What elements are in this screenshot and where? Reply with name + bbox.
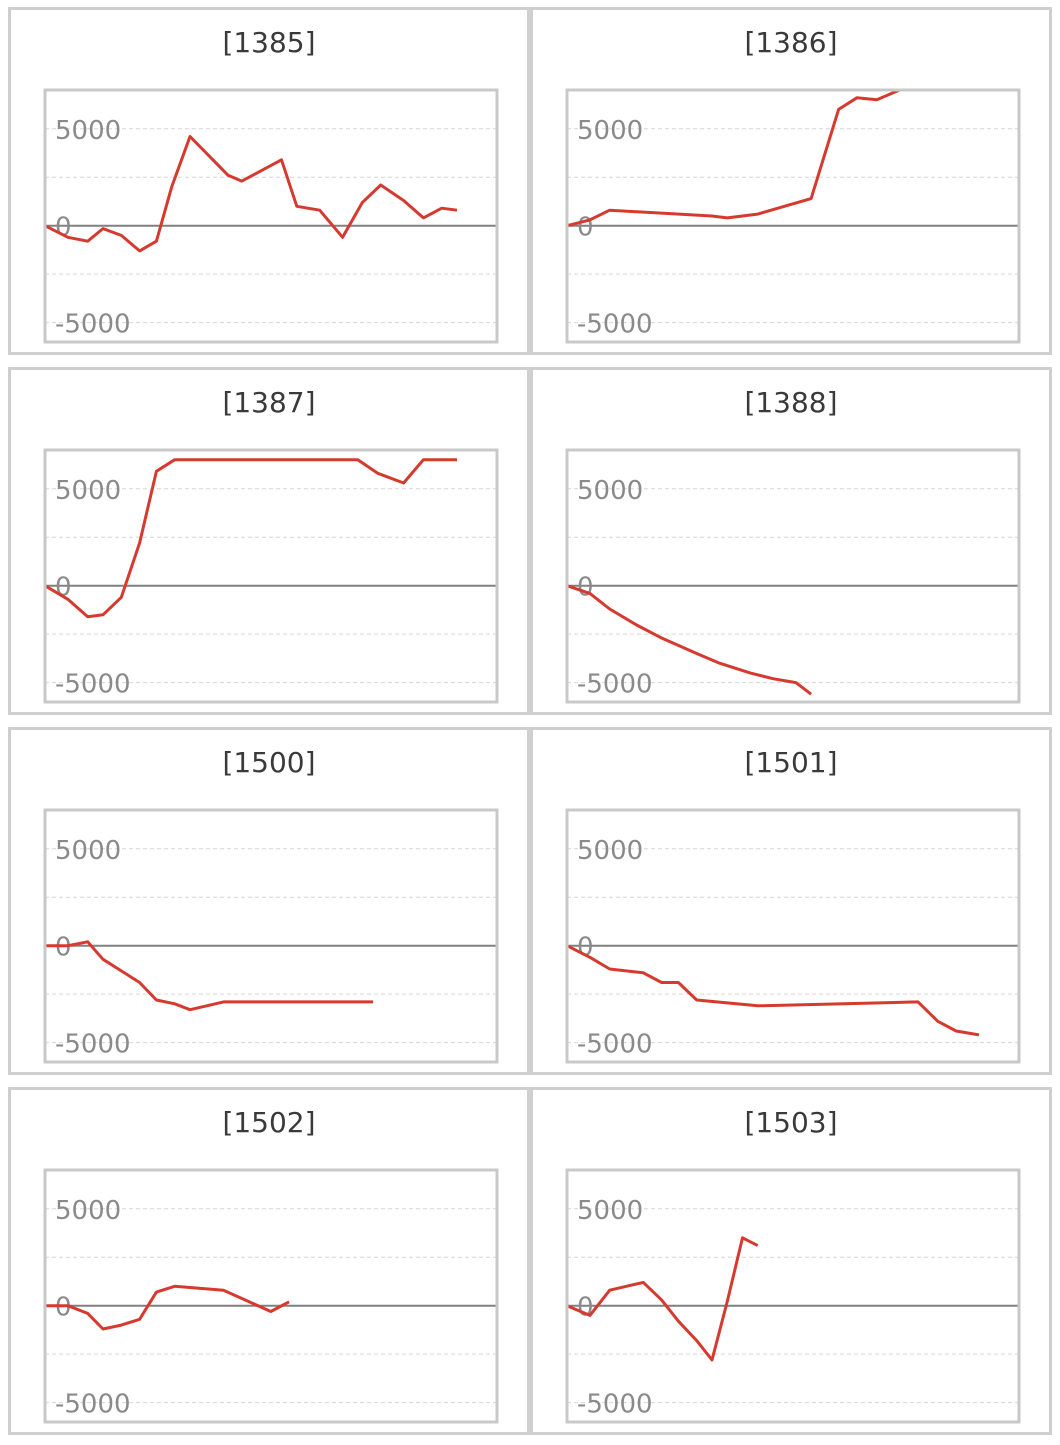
series-line [45, 940, 374, 1012]
y-tick-label: 0 [577, 213, 594, 243]
series-line [566, 584, 813, 696]
chart-panel: [1387] 5000 0 -5000 [8, 367, 530, 715]
chart-title: [1501] [744, 746, 838, 779]
chart-title: [1502] [222, 1106, 316, 1139]
chart-title: [1503] [744, 1106, 838, 1139]
plot-frame [565, 808, 1021, 1064]
plot-frame [565, 1168, 1021, 1424]
plot-frame [43, 448, 499, 704]
chart-panel: [1501] 5000 0 -5000 [530, 727, 1052, 1075]
y-tick-label: 5000 [55, 116, 121, 146]
plot-area: 5000 0 -5000 [565, 88, 1021, 344]
plot-area: 5000 0 -5000 [565, 808, 1021, 1064]
y-tick-label: -5000 [577, 1390, 653, 1420]
plot-area: 5000 0 -5000 [43, 88, 499, 344]
y-tick-label: 5000 [55, 476, 121, 506]
plot-area: 5000 0 -5000 [43, 808, 499, 1064]
y-tick-label: 5000 [577, 116, 643, 146]
plot-frame [43, 808, 499, 1064]
y-tick-label: 0 [577, 933, 594, 963]
chart-panel: [1386] 5000 0 -5000 [530, 7, 1052, 355]
chart-title: [1388] [744, 386, 838, 419]
plot-frame [565, 88, 1021, 344]
chart-title: [1385] [222, 26, 316, 59]
y-tick-label: 0 [55, 1293, 72, 1323]
chart-title: [1500] [222, 746, 316, 779]
chart-panel: [1500] 5000 0 -5000 [8, 727, 530, 1075]
y-tick-label: 0 [55, 213, 72, 243]
chart-title: [1387] [222, 386, 316, 419]
series-line [45, 1284, 290, 1331]
y-tick-label: -5000 [55, 1030, 131, 1060]
y-tick-label: -5000 [577, 670, 653, 700]
y-tick-label: 5000 [577, 1196, 643, 1226]
series-line [566, 944, 980, 1037]
plot-area: 5000 0 -5000 [565, 1168, 1021, 1424]
y-tick-label: -5000 [577, 1030, 653, 1060]
series-line [566, 1236, 759, 1362]
plot-frame [565, 448, 1021, 704]
series-line [566, 88, 979, 228]
y-tick-label: 0 [55, 933, 72, 963]
chart-panel: [1388] 5000 0 -5000 [530, 367, 1052, 715]
series-line [44, 135, 458, 253]
plot-frame [43, 88, 499, 344]
chart-title: [1386] [744, 26, 838, 59]
y-tick-label: 0 [577, 573, 594, 603]
y-tick-label: -5000 [55, 1390, 131, 1420]
y-tick-label: -5000 [55, 310, 131, 340]
y-tick-label: 5000 [577, 476, 643, 506]
chart-panel: [1385] 5000 0 -5000 [8, 7, 530, 355]
plot-area: 5000 0 -5000 [565, 448, 1021, 704]
series-line [44, 458, 457, 619]
plot-frame [43, 1168, 499, 1424]
y-tick-label: 5000 [55, 836, 121, 866]
chart-panel: [1502] 5000 0 -5000 [8, 1087, 530, 1435]
chart-panel: [1503] 5000 0 -5000 [530, 1087, 1052, 1435]
y-tick-label: 5000 [577, 836, 643, 866]
y-tick-label: -5000 [577, 310, 653, 340]
y-tick-label: 0 [577, 1293, 594, 1323]
plot-area: 5000 0 -5000 [43, 1168, 499, 1424]
y-tick-label: -5000 [55, 670, 131, 700]
y-tick-label: 5000 [55, 1196, 121, 1226]
